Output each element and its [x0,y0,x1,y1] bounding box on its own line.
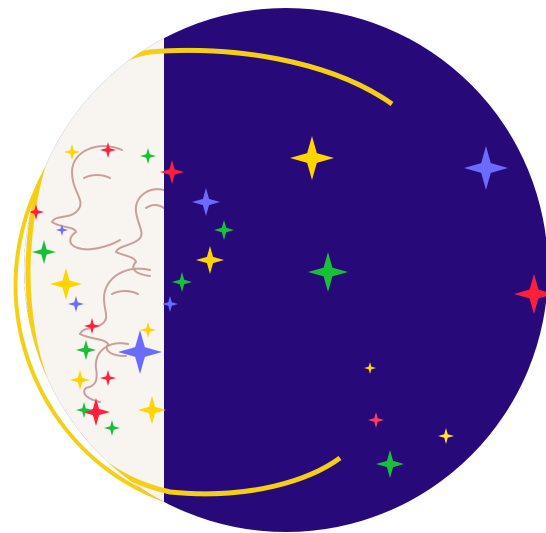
sparkle-star-icon [376,450,404,478]
sparkle-star-icon [438,428,454,444]
sparkle-star-icon [50,268,82,300]
inner-crescent-arc [25,47,394,497]
sparkle-star-icon [290,136,334,180]
sparkle-star-icon [368,412,384,428]
stars-layer [28,136,546,478]
sparkle-star-icon [56,224,68,236]
sparkle-star-icon [118,330,162,374]
sparkle-star-icon [32,240,56,264]
sparkle-star-icon [104,420,120,436]
sparkle-star-icon [172,272,192,292]
sparkle-star-icon [84,318,100,334]
line-art-face-icon [114,188,164,277]
line-art-faces [50,145,164,403]
sparkle-star-icon [68,296,84,312]
sparkle-star-icon [214,220,234,240]
sparkle-star-icon [464,146,508,190]
sparkle-star-icon [192,188,220,216]
sparkle-star-icon [28,204,44,220]
sparkle-star-icon [514,274,546,314]
line-art-face-icon [83,342,129,403]
sparkle-star-icon [138,396,166,424]
sparkle-star-icon [162,296,178,312]
sparkle-star-icon [364,362,376,374]
sparkle-star-icon [76,402,92,418]
sparkle-star-icon [82,398,110,426]
sparkle-star-icon [308,252,348,292]
sparkle-star-icon [76,340,96,360]
face-eye-line [145,204,164,209]
sparkle-star-icon [100,370,116,386]
cream-moon-panel [24,8,164,532]
sparkle-star-icon [140,322,156,338]
face-eye-line [83,174,111,179]
sparkle-star-icon [196,246,224,274]
line-art-face-icon [50,145,123,251]
sparkle-star-icon [64,144,80,160]
sparkle-star-icon [140,148,156,164]
sparkle-star-icon [160,160,184,184]
sparkle-star-icon [70,370,90,390]
sparkle-star-icon [100,142,116,158]
face-eye-line [111,290,139,295]
